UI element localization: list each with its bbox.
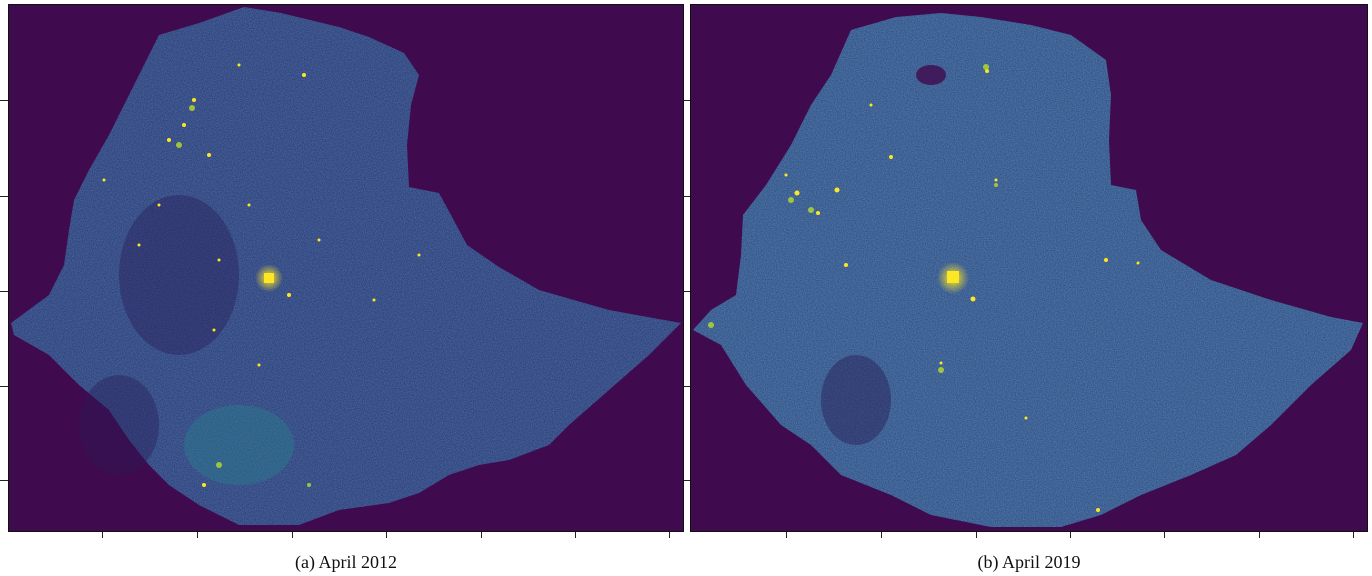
axis-tick xyxy=(976,532,977,538)
axis-tick xyxy=(102,532,103,538)
axis-tick xyxy=(292,532,293,538)
axis-tick xyxy=(481,532,482,538)
axis-tick xyxy=(684,100,690,101)
axis-tick xyxy=(197,532,198,538)
axis-tick xyxy=(684,291,690,292)
axis-tick xyxy=(0,196,8,197)
axis-tick xyxy=(0,291,8,292)
axis-tick xyxy=(1070,532,1071,538)
ethiopia-night-lights-map-2012 xyxy=(11,7,681,525)
panel-april-2012 xyxy=(8,4,684,532)
axis-tick xyxy=(881,532,882,538)
axis-tick xyxy=(386,532,387,538)
caption-april-2012: (a) April 2012 xyxy=(295,552,397,572)
axis-tick xyxy=(684,386,690,387)
axis-tick xyxy=(0,100,8,101)
axis-tick xyxy=(669,532,670,538)
axis-tick xyxy=(684,196,690,197)
map-image-april-2019 xyxy=(690,4,1368,532)
axis-tick xyxy=(575,532,576,538)
axis-tick xyxy=(0,480,8,481)
axis-tick xyxy=(1259,532,1260,538)
axis-tick xyxy=(0,386,8,387)
map-image-april-2012 xyxy=(8,4,684,532)
panel-april-2019 xyxy=(690,4,1368,532)
axis-tick xyxy=(786,532,787,538)
axis-tick xyxy=(1164,532,1165,538)
caption-april-2019: (b) April 2019 xyxy=(977,552,1081,572)
ethiopia-night-lights-map-2019 xyxy=(693,13,1363,527)
axis-tick xyxy=(684,480,690,481)
axis-tick xyxy=(1353,532,1354,538)
